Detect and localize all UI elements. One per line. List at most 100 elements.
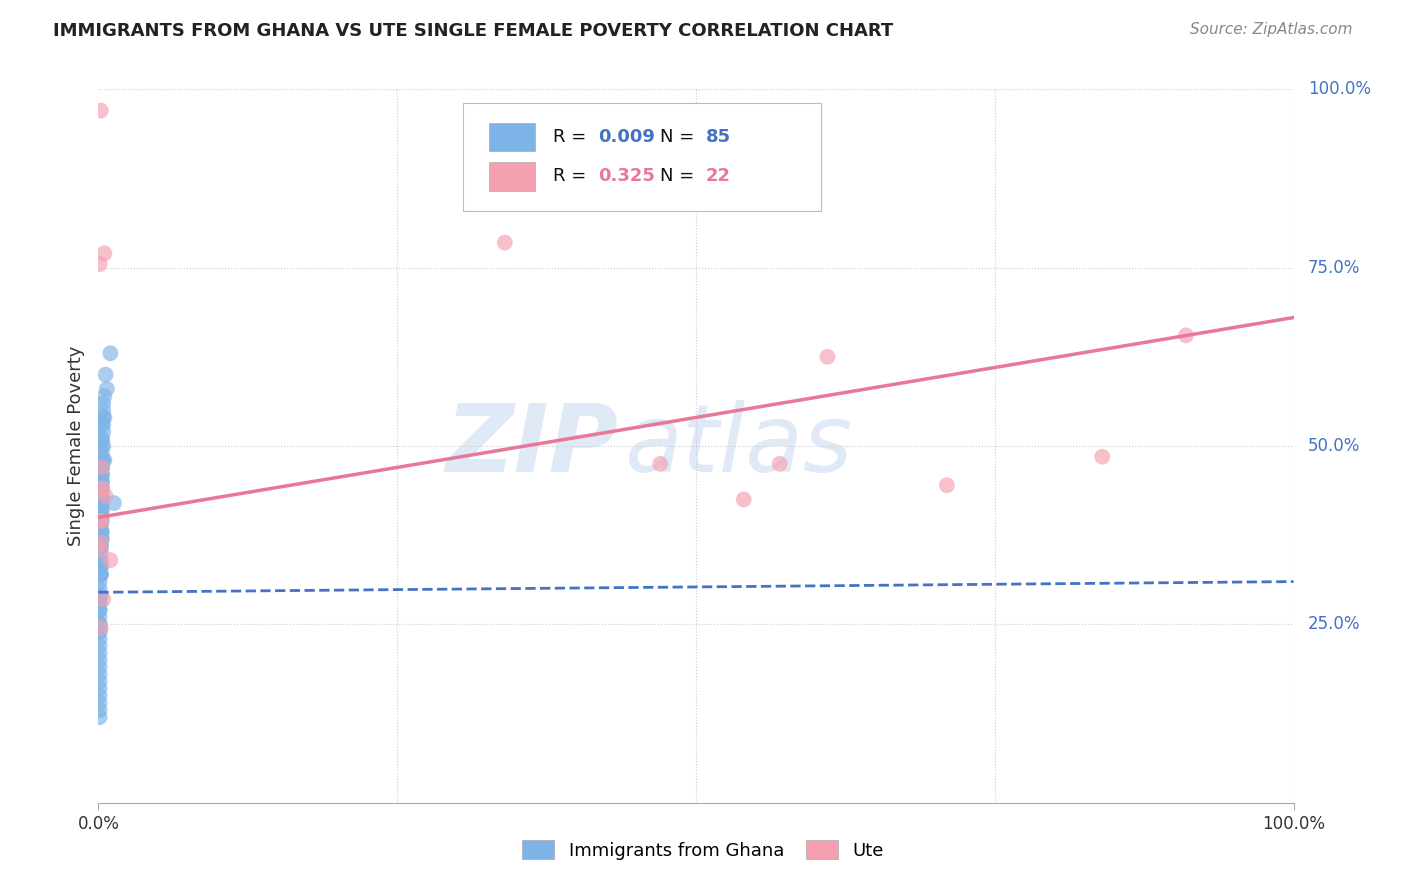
- Point: [91, 475, 114, 489]
- Text: 22: 22: [706, 168, 731, 186]
- Point: [90, 524, 112, 539]
- Point: [89, 514, 111, 528]
- Point: [90, 524, 112, 539]
- Point: [89, 624, 111, 639]
- Point: [90, 510, 112, 524]
- Point: [91, 410, 114, 425]
- FancyBboxPatch shape: [463, 103, 821, 211]
- Point: [91, 482, 114, 496]
- Text: R =: R =: [553, 128, 592, 146]
- Point: [91, 425, 114, 439]
- Point: [936, 478, 959, 492]
- Point: [89, 617, 111, 632]
- Point: [91, 514, 114, 528]
- Point: [90, 542, 112, 557]
- Point: [91, 524, 114, 539]
- Point: [90, 539, 112, 553]
- Point: [94, 489, 117, 503]
- Point: [98, 553, 122, 567]
- Point: [815, 350, 838, 364]
- Point: [91, 453, 114, 467]
- Text: 75.0%: 75.0%: [1308, 259, 1360, 277]
- Point: [98, 346, 122, 360]
- Y-axis label: Single Female Poverty: Single Female Poverty: [66, 346, 84, 546]
- Point: [91, 482, 114, 496]
- Point: [91, 453, 114, 467]
- Point: [1091, 450, 1114, 464]
- Point: [90, 567, 112, 582]
- Point: [93, 389, 115, 403]
- Text: 50.0%: 50.0%: [1308, 437, 1360, 455]
- Point: [90, 546, 112, 560]
- Point: [91, 446, 114, 460]
- Point: [89, 653, 111, 667]
- Point: [89, 646, 111, 660]
- Point: [89, 674, 111, 689]
- Point: [90, 535, 112, 549]
- Legend: Immigrants from Ghana, Ute: Immigrants from Ghana, Ute: [515, 833, 891, 867]
- Point: [89, 596, 111, 610]
- Point: [91, 467, 114, 482]
- Text: 0.009: 0.009: [598, 128, 655, 146]
- Point: [91, 439, 114, 453]
- Point: [91, 592, 114, 607]
- Point: [90, 492, 112, 507]
- Point: [91, 417, 114, 432]
- Point: [733, 492, 755, 507]
- Text: atlas: atlas: [624, 401, 852, 491]
- FancyBboxPatch shape: [489, 123, 534, 152]
- Point: [91, 432, 114, 446]
- Point: [91, 460, 114, 475]
- Point: [89, 710, 111, 724]
- Text: 25.0%: 25.0%: [1308, 615, 1361, 633]
- Point: [90, 621, 112, 635]
- Point: [89, 703, 111, 717]
- Point: [89, 667, 111, 681]
- Point: [494, 235, 516, 250]
- Point: [89, 624, 111, 639]
- Point: [89, 553, 111, 567]
- Point: [90, 517, 112, 532]
- Point: [89, 603, 111, 617]
- Point: [90, 589, 112, 603]
- Point: [89, 617, 111, 632]
- Point: [89, 610, 111, 624]
- Point: [91, 482, 114, 496]
- Point: [90, 510, 112, 524]
- Point: [89, 257, 111, 271]
- Point: [90, 532, 112, 546]
- Point: [90, 517, 112, 532]
- Point: [90, 567, 112, 582]
- Point: [91, 396, 114, 410]
- Point: [89, 517, 111, 532]
- Point: [91, 460, 114, 475]
- Point: [89, 681, 111, 696]
- Point: [90, 567, 112, 582]
- Point: [91, 439, 114, 453]
- Point: [89, 467, 111, 482]
- Point: [91, 489, 114, 503]
- Point: [89, 639, 111, 653]
- Point: [648, 457, 672, 471]
- Text: R =: R =: [553, 168, 592, 186]
- Point: [89, 603, 111, 617]
- Point: [91, 532, 114, 546]
- Point: [93, 410, 115, 425]
- Point: [90, 103, 112, 118]
- Point: [89, 582, 111, 596]
- Text: N =: N =: [661, 128, 700, 146]
- Point: [91, 467, 114, 482]
- Point: [89, 696, 111, 710]
- Point: [90, 503, 112, 517]
- Point: [91, 432, 114, 446]
- Point: [89, 632, 111, 646]
- Point: [89, 596, 111, 610]
- Point: [90, 539, 112, 553]
- Point: [90, 489, 112, 503]
- Point: [90, 560, 112, 574]
- Point: [91, 482, 114, 496]
- Point: [89, 589, 111, 603]
- Point: [91, 403, 114, 417]
- Point: [90, 553, 112, 567]
- Point: [90, 503, 112, 517]
